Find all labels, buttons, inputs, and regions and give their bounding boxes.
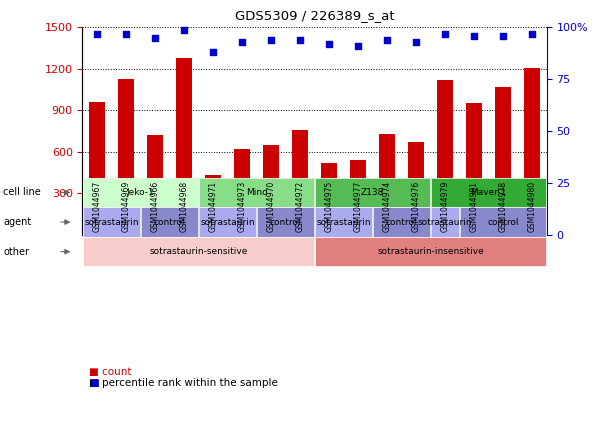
Text: control: control <box>386 217 417 227</box>
Point <box>179 26 189 33</box>
Bar <box>466 104 482 235</box>
Point <box>411 38 421 45</box>
Point <box>266 36 276 43</box>
Text: GSM1044968: GSM1044968 <box>180 181 189 232</box>
Point <box>92 30 102 37</box>
Bar <box>205 176 221 235</box>
Text: GSM1044973: GSM1044973 <box>238 181 247 232</box>
Point <box>353 43 363 49</box>
Text: ■ percentile rank within the sample: ■ percentile rank within the sample <box>89 378 277 388</box>
Point <box>208 49 218 56</box>
Text: agent: agent <box>3 217 31 227</box>
Bar <box>263 145 279 235</box>
Text: sotrastaurin: sotrastaurin <box>418 217 472 227</box>
Text: cell line: cell line <box>3 187 41 198</box>
Bar <box>350 160 366 235</box>
Text: Z138: Z138 <box>361 188 384 197</box>
Point <box>527 30 537 37</box>
Text: GSM1044971: GSM1044971 <box>208 181 218 232</box>
Point <box>382 36 392 43</box>
Text: sotrastaurin: sotrastaurin <box>316 217 371 227</box>
Point <box>324 41 334 47</box>
Bar <box>234 149 250 235</box>
Point <box>150 35 160 41</box>
Text: Jeko-1: Jeko-1 <box>126 188 155 197</box>
Text: sotrastaurin-insensitive: sotrastaurin-insensitive <box>378 247 484 256</box>
Bar <box>118 79 134 235</box>
Point <box>441 30 450 37</box>
Bar <box>292 130 308 235</box>
Text: GSM1044976: GSM1044976 <box>412 181 421 232</box>
Text: sotrastaurin: sotrastaurin <box>84 217 139 227</box>
Text: Maver-1: Maver-1 <box>470 188 507 197</box>
Text: Mino: Mino <box>246 188 268 197</box>
Bar <box>89 102 105 235</box>
Text: GSM1044970: GSM1044970 <box>266 181 276 232</box>
Point <box>469 33 479 39</box>
Text: ■ count: ■ count <box>89 367 131 377</box>
Point <box>121 30 131 37</box>
Text: GSM1044977: GSM1044977 <box>354 181 363 232</box>
Text: GSM1044967: GSM1044967 <box>92 181 101 232</box>
Point <box>237 38 247 45</box>
Bar <box>379 134 395 235</box>
Text: GSM1044972: GSM1044972 <box>296 181 305 232</box>
Text: control: control <box>488 217 519 227</box>
Bar <box>176 58 192 235</box>
Text: GSM1044966: GSM1044966 <box>150 181 159 232</box>
Text: GSM1044980: GSM1044980 <box>528 181 537 232</box>
Text: GSM1044974: GSM1044974 <box>382 181 392 232</box>
Text: GSM1044969: GSM1044969 <box>122 181 131 232</box>
Bar <box>321 163 337 235</box>
Text: GSM1044975: GSM1044975 <box>324 181 334 232</box>
Bar <box>408 142 424 235</box>
Text: other: other <box>3 247 29 257</box>
Point <box>499 33 508 39</box>
Point <box>295 36 305 43</box>
Text: control: control <box>154 217 185 227</box>
Text: control: control <box>270 217 301 227</box>
Text: sotrastaurin-sensitive: sotrastaurin-sensitive <box>149 247 248 256</box>
Bar <box>437 80 453 235</box>
Text: GSM1044979: GSM1044979 <box>441 181 450 232</box>
Text: GSM1044981: GSM1044981 <box>470 181 479 232</box>
Text: ■: ■ <box>89 378 98 388</box>
Bar <box>147 135 163 235</box>
Text: GSM1044978: GSM1044978 <box>499 181 508 232</box>
Text: sotrastaurin: sotrastaurin <box>200 217 255 227</box>
Bar <box>496 87 511 235</box>
Text: GDS5309 / 226389_s_at: GDS5309 / 226389_s_at <box>235 9 395 22</box>
Bar <box>524 68 540 235</box>
